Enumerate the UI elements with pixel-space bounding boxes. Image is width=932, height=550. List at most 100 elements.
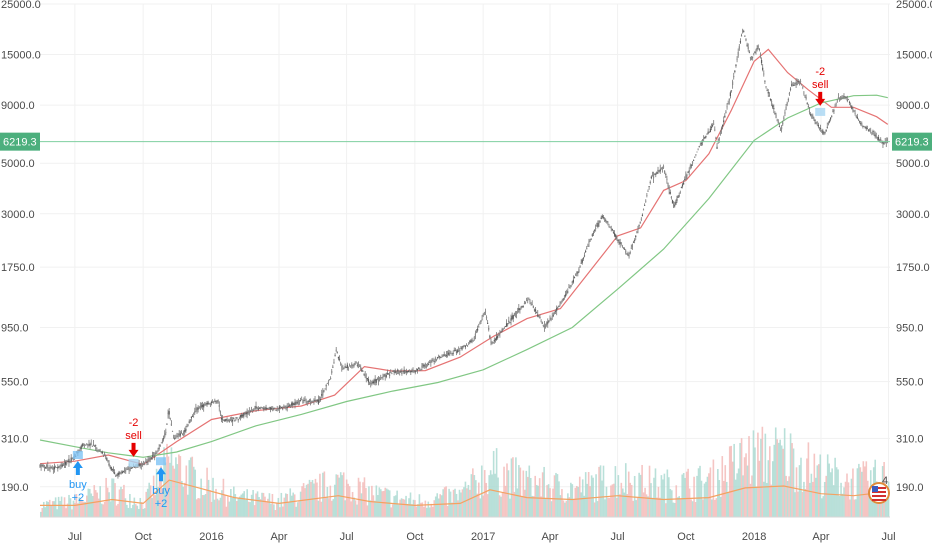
candle-body — [262, 407, 264, 409]
volume-bar — [400, 498, 403, 517]
volume-bar — [472, 468, 474, 517]
volume-bar — [215, 488, 217, 517]
candle-body — [41, 465, 43, 467]
volume-bar — [847, 482, 850, 517]
volume-bar — [192, 466, 195, 517]
y-axis-right[interactable]: 190.0 310.0 550.0 950.0 1750.0 3000.0 5000.0 90… — [896, 0, 932, 494]
candle-body — [67, 461, 69, 463]
volume-bar — [540, 496, 542, 517]
volume-bar — [501, 492, 504, 517]
volume-bar — [767, 460, 770, 517]
candle-body — [376, 377, 379, 379]
candle-body — [187, 424, 189, 426]
volume-bar — [342, 472, 345, 517]
volume-bar — [194, 469, 197, 517]
candle-body — [612, 232, 615, 234]
volume-bar — [148, 482, 150, 517]
candle-body — [817, 124, 819, 127]
candle-body — [558, 306, 560, 307]
volume-bar — [420, 502, 422, 517]
volume-bar — [293, 494, 296, 517]
candle-body — [572, 279, 574, 283]
volume-bar — [320, 501, 323, 517]
candle-body — [100, 452, 102, 453]
candle-body — [324, 388, 326, 390]
candle-body — [774, 113, 776, 114]
candle-body — [867, 129, 870, 131]
volume-bar — [826, 454, 829, 517]
candle-body — [646, 195, 648, 197]
candle-body — [307, 400, 309, 402]
candle-body — [492, 341, 494, 343]
volume-bar — [807, 442, 810, 517]
volume-bar — [834, 457, 836, 517]
volume-bar — [773, 444, 776, 517]
candle-body — [693, 159, 695, 161]
candle-body — [332, 366, 334, 368]
candle-body — [422, 364, 424, 366]
volume-bar — [844, 481, 847, 517]
volume-bar — [779, 439, 781, 517]
volume-bar — [725, 481, 728, 517]
volume-bar — [290, 495, 293, 517]
candle-body — [452, 352, 454, 355]
candle-body — [420, 369, 422, 371]
candle-body — [493, 340, 495, 342]
candle-body — [401, 372, 403, 374]
y-tick-label: 310.0 — [896, 433, 924, 445]
volume-bar — [840, 482, 842, 517]
candle-body — [279, 408, 282, 410]
sell-marker — [128, 458, 139, 467]
volume-bar — [852, 468, 854, 517]
candle-body — [232, 419, 234, 422]
volume-bar — [164, 462, 167, 517]
volume-bar — [812, 481, 814, 517]
flag-badge[interactable]: 4 — [868, 475, 890, 504]
volume-bar — [86, 495, 88, 517]
candle-body — [346, 364, 348, 369]
x-axis[interactable]: Jul Oct 2016 Apr Jul Oct 2017 Apr Jul Oct 2018 Apr J… — [40, 516, 896, 543]
candle-body — [288, 405, 291, 407]
candle-body — [269, 407, 272, 410]
candle-body — [748, 51, 750, 53]
candle-body — [813, 118, 815, 120]
series-line — [39, 48, 889, 466]
candle-body — [208, 403, 210, 404]
candle-body — [865, 127, 867, 129]
volume-bar — [105, 477, 107, 517]
candle-body — [413, 370, 415, 373]
volume-bar — [543, 466, 545, 517]
candle-body — [43, 466, 46, 468]
candle-body — [778, 126, 780, 127]
candle-body — [877, 136, 880, 140]
candle-body — [365, 377, 367, 379]
candle-body — [366, 378, 368, 380]
volume-bar — [743, 457, 746, 517]
candle-body — [730, 90, 733, 92]
candle-body — [272, 408, 274, 411]
candle-body — [776, 119, 778, 121]
candle-body — [671, 200, 674, 204]
candle-body — [245, 413, 247, 414]
candle-body — [517, 310, 519, 313]
candle-body — [342, 368, 344, 370]
candle-body — [567, 291, 569, 293]
candle-body — [576, 273, 578, 275]
volume-bar — [498, 495, 501, 517]
candle-body — [721, 124, 724, 127]
candle-body — [341, 366, 343, 368]
volume-bar — [230, 488, 232, 517]
y-axis-left[interactable]: 190.0 310.0 550.0 950.0 1750.0 3000.0 5000.0 90… — [1, 0, 41, 494]
volume-bar — [619, 494, 621, 517]
candle-body — [881, 141, 883, 143]
volume-bar — [439, 494, 441, 517]
candle-body — [488, 328, 490, 330]
candle-body — [773, 108, 775, 110]
candle-body — [668, 186, 670, 190]
candle-body — [463, 345, 465, 347]
candle-body — [264, 407, 266, 409]
y-tick-label: 950.0 — [1, 323, 29, 335]
candle-body — [871, 132, 873, 134]
candle-body — [287, 406, 289, 407]
